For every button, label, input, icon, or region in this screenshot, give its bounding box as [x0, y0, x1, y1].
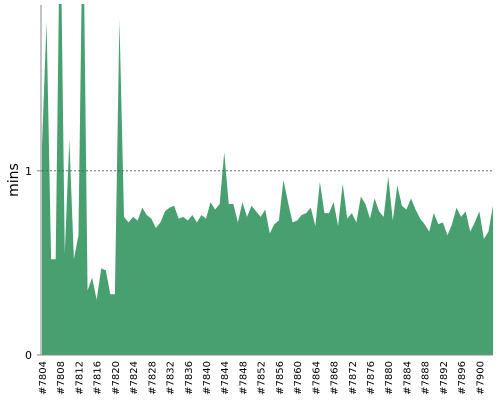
- x-tick-label: #7844: [220, 361, 231, 395]
- y-axis-label: mins: [6, 163, 22, 197]
- x-tick-label: #7812: [74, 361, 85, 395]
- x-tick-label: #7832: [166, 361, 177, 395]
- x-tick-label: #7828: [147, 361, 158, 395]
- x-tick-label: #7816: [93, 361, 104, 395]
- x-tick-label: #7852: [257, 361, 268, 395]
- x-tick-label: #7896: [457, 361, 468, 395]
- x-tick-label: #7836: [184, 361, 195, 395]
- x-tick-label: #7820: [111, 361, 122, 395]
- x-tick-label: #7804: [38, 361, 49, 395]
- x-tick-label: #7868: [330, 361, 341, 395]
- x-tick-label: #7824: [129, 361, 140, 395]
- x-tick-label: #7888: [421, 361, 432, 395]
- x-tick-label: #7856: [275, 361, 286, 395]
- y-tick-label: 1: [25, 165, 32, 178]
- x-tick-label: #7876: [366, 361, 377, 395]
- x-tick-label: #7848: [238, 361, 249, 395]
- x-tick-label: #7808: [56, 361, 67, 395]
- y-tick-label: 0: [25, 349, 32, 362]
- x-tick-label: #7900: [475, 361, 486, 395]
- x-tick-label: #7840: [202, 361, 213, 395]
- x-tick-label: #7864: [311, 361, 322, 395]
- x-tick-label: #7884: [402, 361, 413, 395]
- x-tick-label: #7880: [384, 361, 395, 395]
- x-tick-label: #7872: [348, 361, 359, 395]
- area: [42, 4, 493, 355]
- x-tick-label: #7892: [439, 361, 450, 395]
- x-tick-label: #7860: [293, 361, 304, 395]
